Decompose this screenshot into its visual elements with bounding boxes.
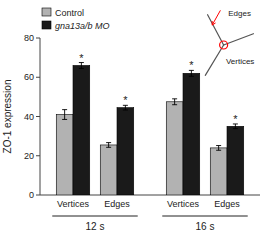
bar (73, 65, 90, 195)
y-tick-label: 0 (29, 190, 34, 200)
y-tick-label: 60 (24, 72, 34, 82)
x-tick-label: Vertices (57, 199, 90, 209)
error-bar-stem (174, 99, 175, 105)
y-tick (36, 155, 40, 156)
error-bar (216, 146, 221, 151)
chart: 0 20 40 60 80 ZO-1 expression Vertices Edges Ver… (0, 0, 265, 245)
x-tick-label: Edges (214, 199, 240, 209)
significance-mark: * (233, 113, 238, 125)
error-bar-cap (79, 68, 84, 69)
x-tick-label: Vertices (167, 199, 200, 209)
error-bar-cap (233, 128, 238, 129)
legend-swatch (42, 8, 51, 16)
inset-label: Vertices (226, 57, 254, 66)
significance-mark: * (123, 94, 128, 106)
significance-mark: * (79, 52, 84, 64)
error-bar-cap (106, 142, 111, 143)
error-bar-cap (62, 109, 67, 110)
error-bar-cap (216, 150, 221, 151)
inset-junction-line (224, 34, 254, 45)
error-bar-cap (189, 76, 194, 77)
error-bar-cap (216, 145, 221, 146)
y-tick-label: 20 (24, 151, 34, 161)
legend: Control gna13a/b MO (42, 8, 110, 31)
group-label: 12 s (86, 221, 105, 232)
y-axis-label: ZO-1 expression (2, 80, 13, 154)
group-line (52, 216, 137, 217)
bar (227, 126, 244, 195)
error-bar-cap (62, 119, 67, 120)
legend-label: Control (55, 8, 84, 18)
bars (56, 63, 243, 195)
legend-swatch (42, 21, 51, 29)
error-bar (62, 110, 67, 120)
bar (210, 148, 227, 195)
y-tick-label: 40 (24, 112, 34, 122)
y-tick (36, 77, 40, 78)
y-tick (36, 38, 40, 39)
error-bar-cap (172, 98, 177, 99)
bar (183, 73, 200, 195)
bar (100, 145, 117, 195)
bar (56, 115, 73, 195)
bar-annotations: * * * * (79, 52, 238, 125)
error-bar (106, 143, 111, 148)
bar (117, 108, 134, 195)
y-tick (36, 116, 40, 117)
y-tick-label: 80 (24, 33, 34, 43)
group-line (162, 216, 247, 217)
error-bar-cap (172, 104, 177, 105)
y-tick (36, 195, 40, 196)
significance-mark: * (189, 59, 194, 71)
inset-vertex-circle (220, 41, 228, 49)
group-label: 16 s (196, 221, 215, 232)
error-bar-stem (108, 143, 109, 148)
error-bar-stem (64, 110, 65, 120)
inset-schematic: Edges Vertices (205, 9, 254, 75)
chart-container: 0 20 40 60 80 ZO-1 expression Vertices Edges Ver… (0, 0, 265, 245)
inset-edge-arrow (212, 10, 220, 25)
error-bar-stem (218, 146, 219, 151)
legend-label: gna13a/b MO (55, 21, 110, 31)
error-bar (172, 99, 177, 105)
inset-junction-line (205, 45, 223, 75)
inset-edge-arrowhead (212, 21, 215, 25)
x-tick-label: Edges (104, 199, 130, 209)
error-bar-cap (123, 110, 128, 111)
error-bar-cap (106, 147, 111, 148)
bar (166, 102, 183, 195)
inset-label: Edges (228, 9, 251, 18)
